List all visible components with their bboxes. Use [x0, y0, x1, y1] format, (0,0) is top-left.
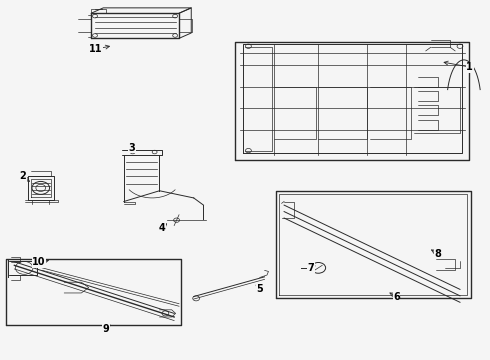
Text: 2: 2: [19, 171, 26, 181]
Text: 5: 5: [256, 284, 263, 294]
Text: 8: 8: [435, 248, 441, 258]
Text: 11: 11: [89, 44, 103, 54]
Text: 1: 1: [466, 62, 473, 72]
Text: 4: 4: [159, 224, 165, 233]
Text: 6: 6: [393, 292, 400, 302]
Text: 7: 7: [308, 263, 315, 273]
Text: 3: 3: [128, 143, 135, 153]
Text: 9: 9: [102, 324, 109, 334]
Text: 10: 10: [32, 257, 46, 267]
